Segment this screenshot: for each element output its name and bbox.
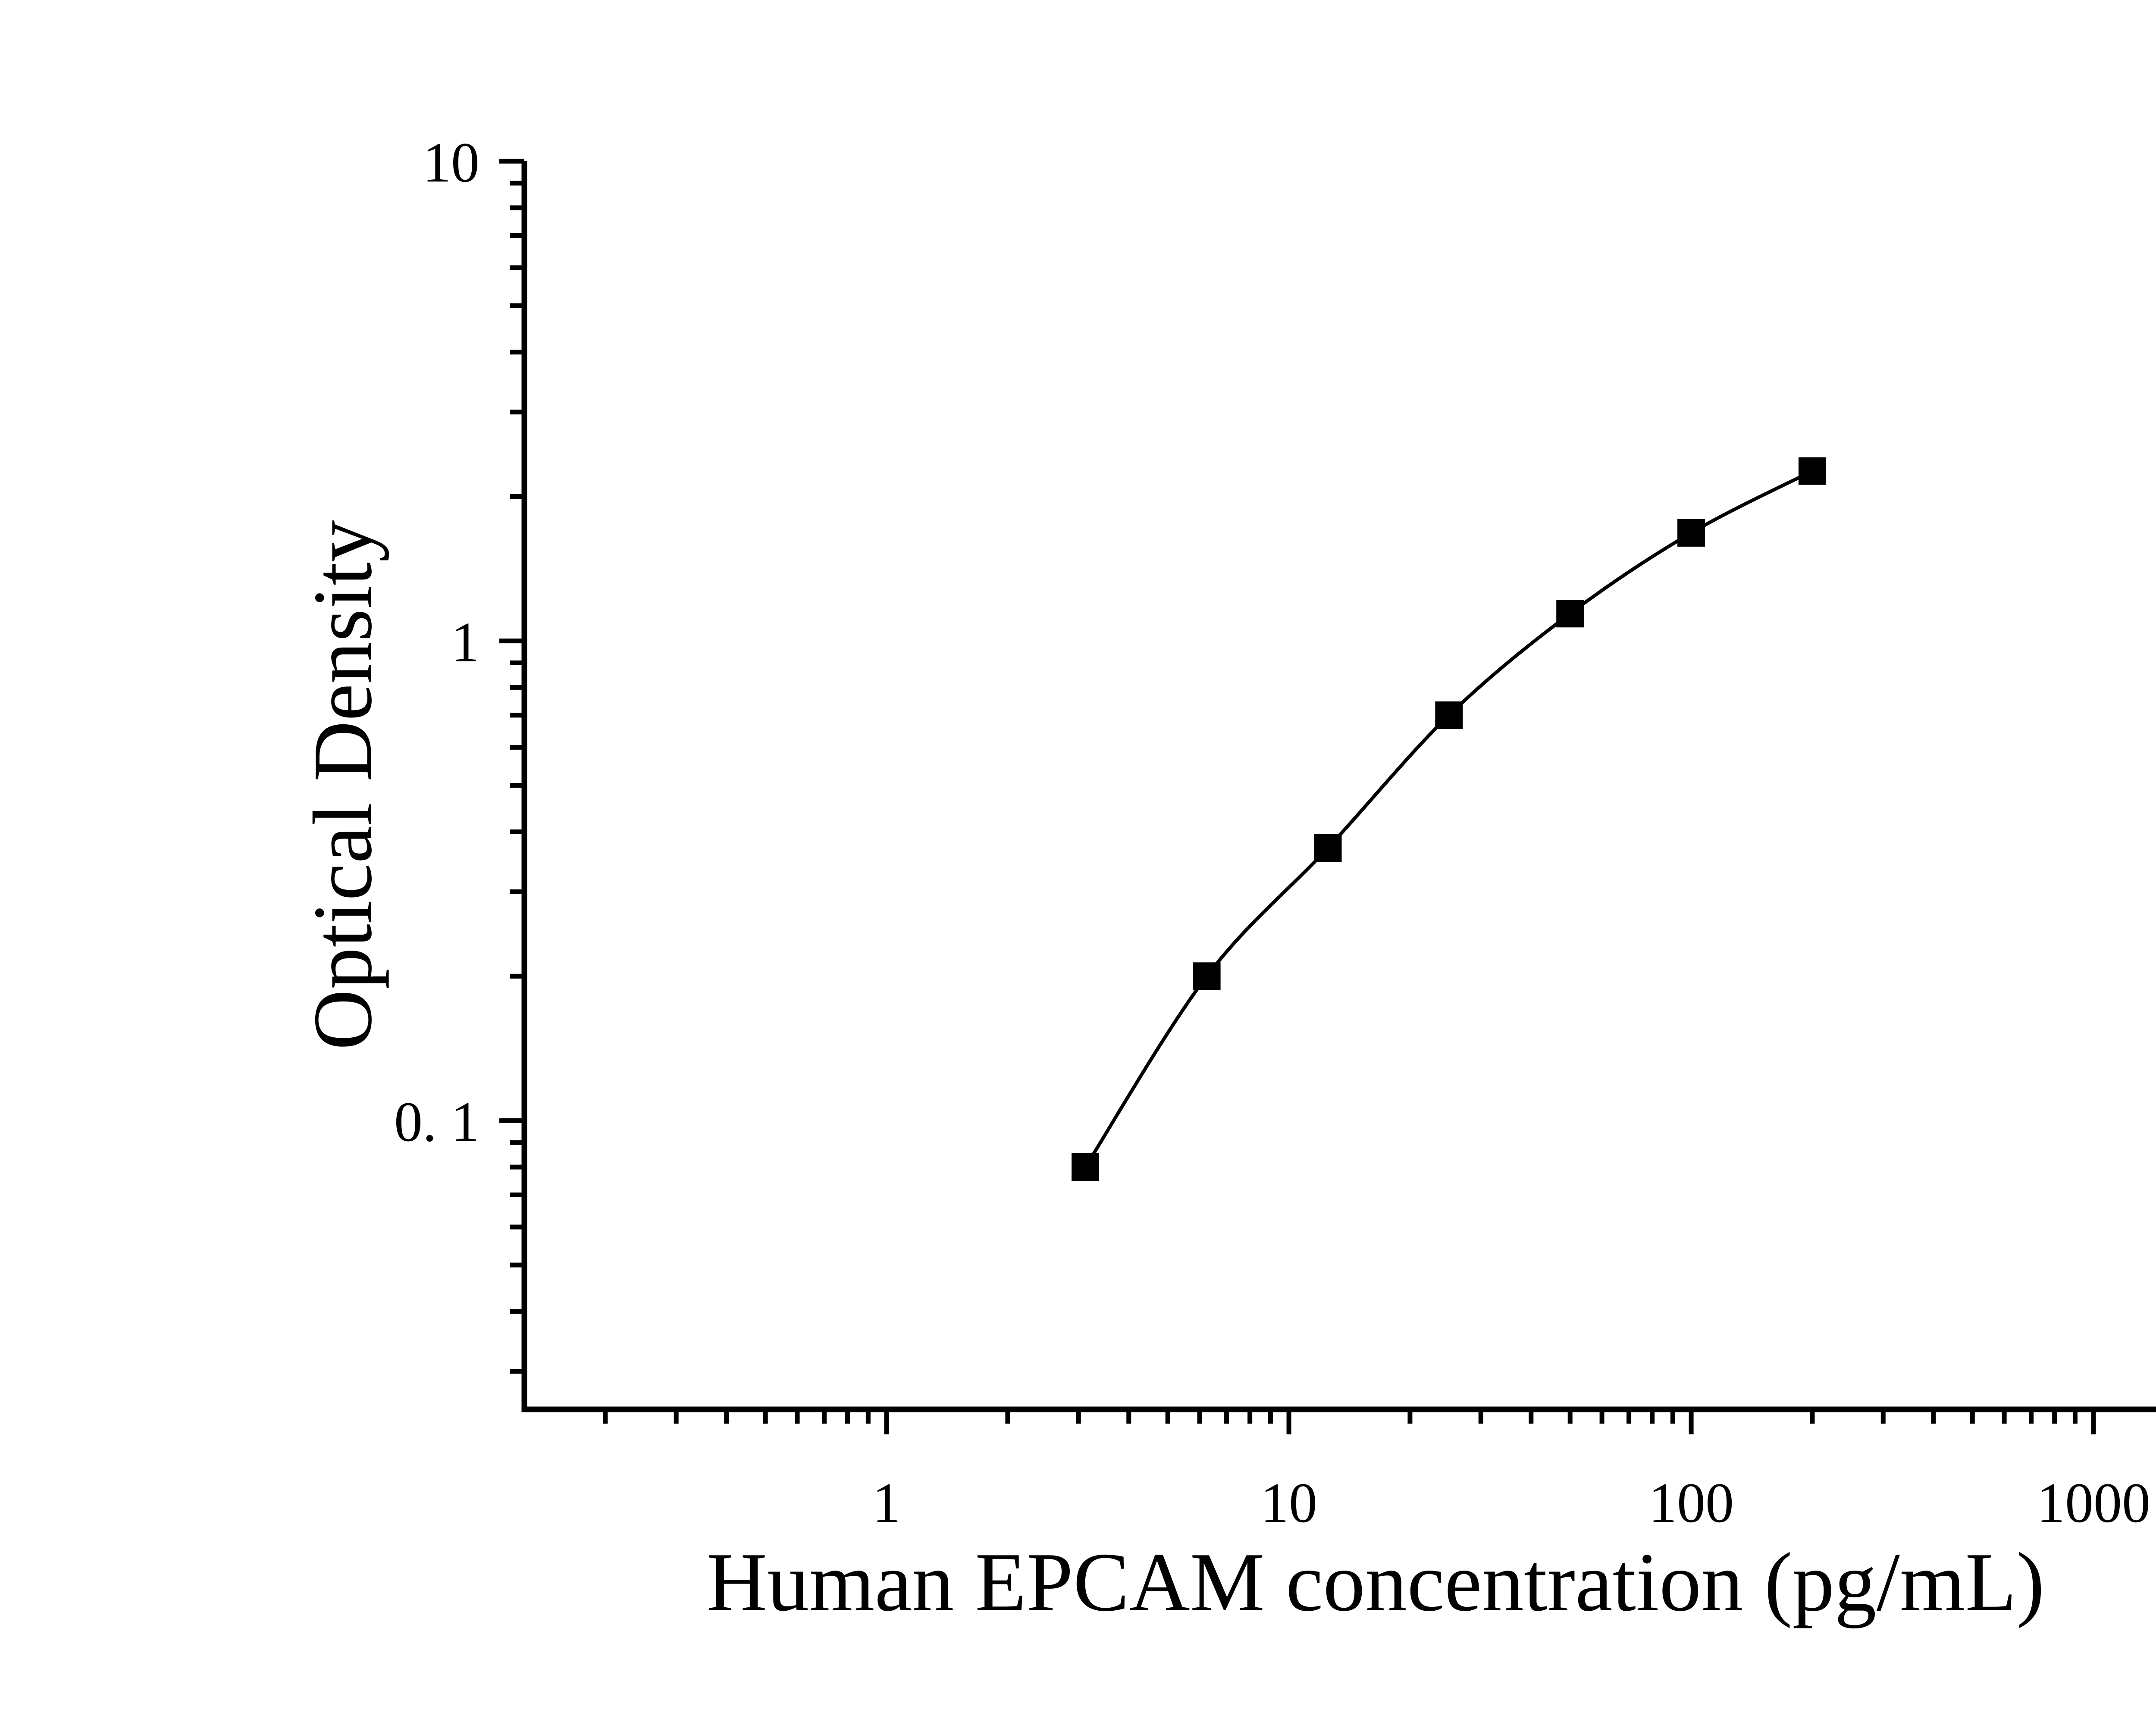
axes-layer: 1 10 100 1000 0. 1 1 10: [394, 131, 2156, 1534]
data-point-marker: [1193, 962, 1221, 990]
y-axis-title: Optical Density: [296, 520, 389, 1050]
x-tick-label: 1000: [2037, 1471, 2150, 1534]
axis-spine: [521, 161, 2156, 1412]
data-point-marker: [1314, 834, 1342, 862]
data-point-marker: [1677, 519, 1705, 547]
x-tick-label: 1: [872, 1471, 901, 1534]
x-tick-label: 100: [1648, 1471, 1734, 1534]
y-tick-label: 10: [423, 131, 479, 194]
y-tick-label: 0. 1: [394, 1090, 479, 1153]
data-point-marker: [1556, 600, 1584, 628]
standard-curve-line: [1084, 470, 1813, 1168]
y-tick-label: 1: [451, 610, 479, 674]
data-point-marker: [1435, 701, 1463, 729]
x-axis-title: Human EPCAM concentration (pg/mL): [706, 1536, 2044, 1629]
data-point-marker: [1798, 457, 1826, 485]
series-layer: [1072, 457, 1826, 1181]
x-tick-label: 10: [1260, 1471, 1317, 1534]
data-point-marker: [1072, 1153, 1100, 1181]
